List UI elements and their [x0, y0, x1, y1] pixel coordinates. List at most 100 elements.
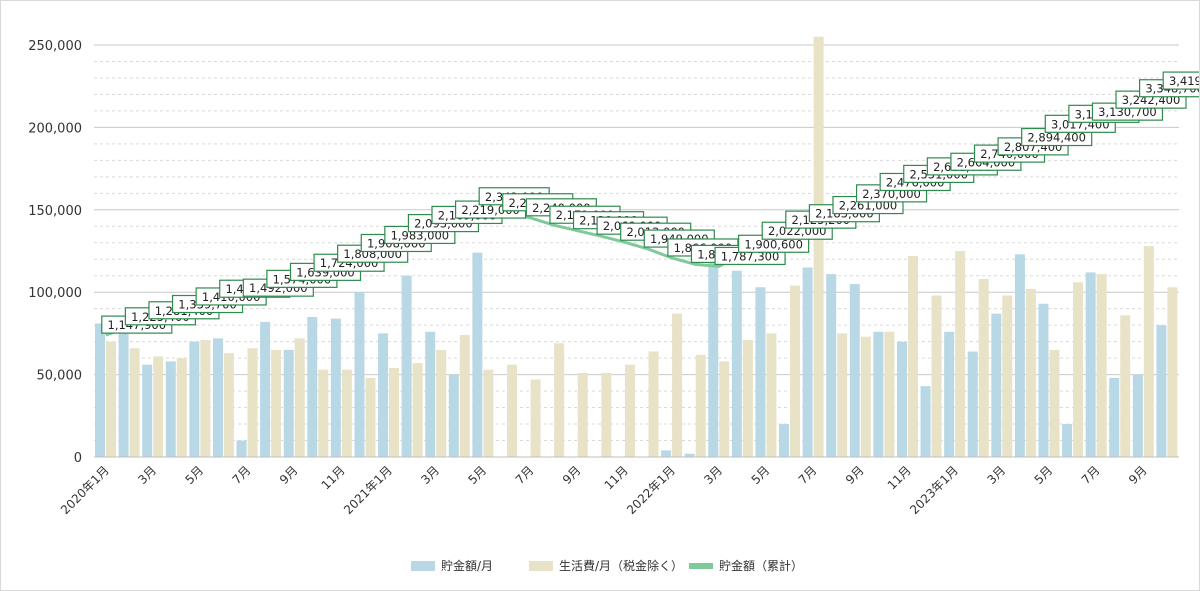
- x-tick-label: 7月: [1079, 463, 1103, 487]
- savings-bar: [118, 328, 129, 457]
- x-tick-label: 2021年1月: [341, 463, 395, 517]
- savings-bar: [1085, 272, 1096, 457]
- savings-bar: [260, 321, 271, 457]
- savings-bar: [307, 316, 318, 457]
- data-label-box: [1162, 71, 1199, 90]
- savings-bar: [236, 440, 247, 457]
- expense-bar: [766, 333, 777, 457]
- expense-bar: [341, 369, 352, 457]
- savings-bar: [731, 270, 742, 457]
- expense-bar: [483, 369, 494, 457]
- legend: 貯金額/月 生活費/月（税金除く） 貯金額（累計）: [411, 558, 803, 573]
- savings-bar: [896, 341, 907, 457]
- savings-bar: [1038, 303, 1049, 457]
- expense-bar: [719, 361, 730, 457]
- savings-bar: [212, 338, 223, 457]
- y-tick-label: 150,000: [28, 204, 82, 219]
- savings-bar: [920, 386, 931, 457]
- savings-bar: [283, 349, 294, 457]
- x-tick-label: 2022年1月: [624, 463, 678, 517]
- expense-bar: [318, 369, 329, 457]
- savings-bar: [425, 331, 436, 457]
- x-tick-label: 5月: [182, 463, 206, 487]
- expense-bar: [624, 364, 635, 457]
- expense-bar: [1096, 274, 1107, 457]
- data-label-text: 1,900,600: [744, 237, 803, 251]
- savings-bar: [472, 252, 483, 457]
- savings-bar: [165, 361, 176, 457]
- expense-bar: [577, 372, 588, 457]
- expense-bar: [742, 339, 753, 457]
- expense-bar: [860, 336, 871, 457]
- legend-label: 貯金額/月: [441, 558, 493, 573]
- x-tick-label: 9月: [277, 463, 301, 487]
- savings-bar: [708, 262, 719, 457]
- expense-bar: [271, 349, 282, 457]
- x-tick-label: 5月: [749, 463, 773, 487]
- x-tick-label: 9月: [843, 463, 867, 487]
- expense-bar: [648, 351, 659, 457]
- data-label-text: 2,894,400: [1027, 131, 1086, 145]
- legend-label: 生活費/月（税金除く）: [559, 558, 683, 573]
- x-tick-label: 3月: [984, 463, 1008, 487]
- savings-bar: [448, 374, 459, 457]
- data-labels: 1,147,9001,225,4001,281,4001,339,7001,41…: [101, 71, 1199, 334]
- savings-bar: [142, 364, 153, 457]
- expense-bar: [294, 338, 305, 457]
- expense-bar: [884, 331, 895, 457]
- savings-bar: [967, 351, 978, 457]
- y-axis-ticks: 0 50,000 100,000 150,000 200,000 250,000: [28, 39, 82, 466]
- data-label-text: 3,419,900: [1169, 74, 1199, 88]
- savings-bar: [1014, 254, 1025, 457]
- expense-bar: [1167, 287, 1178, 457]
- expense-bar: [978, 279, 989, 457]
- y-tick-label: 50,000: [37, 369, 83, 384]
- savings-bar: [95, 323, 105, 457]
- x-tick-label: 3月: [701, 463, 725, 487]
- savings-bar: [991, 313, 1002, 457]
- expense-bar: [200, 339, 211, 457]
- legend-item: 貯金額/月: [411, 558, 493, 573]
- expense-bar: [601, 372, 612, 457]
- savings-bar: [354, 292, 365, 457]
- savings-bar: [1156, 325, 1167, 457]
- x-tick-label: 3月: [418, 463, 442, 487]
- savings-bar: [330, 318, 341, 457]
- x-tick-label: 11月: [885, 463, 914, 492]
- savings-bar: [1062, 424, 1073, 457]
- expense-bar: [153, 356, 164, 457]
- gridlines: [94, 44, 1179, 458]
- savings-bar: [826, 274, 837, 457]
- expense-bar: [176, 358, 187, 457]
- bar-series: [95, 36, 1178, 457]
- expense-bar: [931, 295, 942, 457]
- expense-bar: [223, 353, 234, 457]
- expense-bar: [412, 363, 423, 457]
- expense-bar: [506, 364, 517, 457]
- x-tick-label: 5月: [466, 463, 490, 487]
- savings-bar: [873, 331, 884, 457]
- expense-bar: [1143, 246, 1154, 457]
- expense-bar: [1073, 282, 1084, 457]
- x-tick-label: 3月: [135, 463, 159, 487]
- savings-bar: [684, 453, 695, 457]
- expense-bar: [1049, 349, 1060, 457]
- savings-bar: [189, 341, 200, 457]
- expense-bar: [1025, 288, 1036, 457]
- expense-bar: [790, 285, 801, 457]
- expense-bar: [459, 335, 470, 457]
- legend-swatch: [689, 563, 713, 569]
- legend-item: 生活費/月（税金除く）: [529, 558, 683, 573]
- expense-bar: [436, 349, 447, 457]
- y-tick-label: 100,000: [28, 286, 82, 301]
- data-label-text: 1,787,300: [721, 249, 780, 263]
- expense-bar: [129, 348, 140, 457]
- expense-bar: [530, 379, 541, 457]
- expense-bar: [389, 368, 400, 457]
- legend-swatch: [411, 561, 435, 571]
- expense-bar: [106, 341, 116, 457]
- x-tick-label: 7月: [513, 463, 537, 487]
- expense-bar: [1002, 295, 1013, 457]
